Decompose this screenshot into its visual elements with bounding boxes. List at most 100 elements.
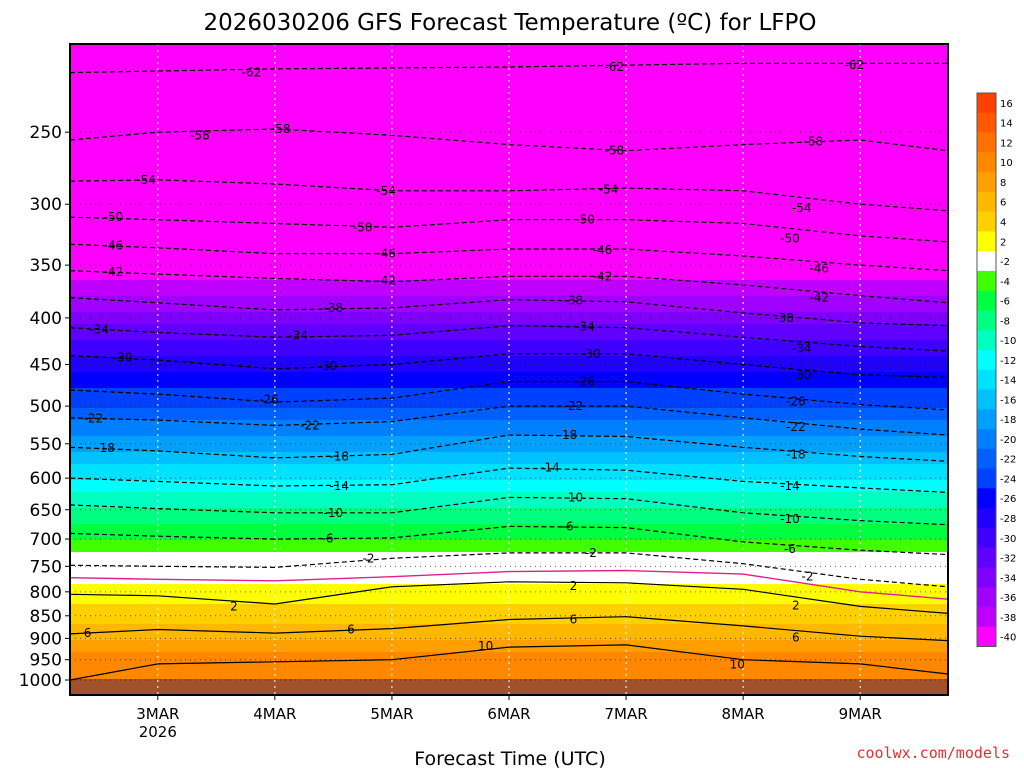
colorbar-swatch	[977, 290, 996, 311]
colorbar-swatch	[977, 152, 996, 173]
shading-band	[70, 320, 948, 325]
shading-band	[70, 632, 948, 637]
isotherm-label: 10	[478, 639, 493, 653]
shading-band	[70, 640, 948, 645]
shading-band	[70, 76, 948, 81]
colorbar-label: 10	[1000, 158, 1013, 169]
isotherm-label: -58	[804, 135, 824, 149]
isotherm-label: -18	[558, 428, 578, 442]
x-tick-label: 5MAR	[370, 705, 413, 723]
y-tick-label: 250	[30, 123, 62, 143]
isotherm-line	[70, 616, 948, 642]
shading-band	[70, 188, 948, 193]
shading-band	[70, 472, 948, 477]
colorbar-swatch	[977, 448, 996, 469]
shading-band	[70, 328, 948, 333]
isotherm-label: -46	[809, 262, 829, 276]
shading-band	[70, 512, 948, 517]
colorbar-label: -10	[1000, 336, 1016, 347]
isotherm-label: -54	[136, 173, 156, 187]
isotherm-label: -50	[353, 220, 373, 234]
isotherm-line	[70, 525, 948, 556]
shading-band	[70, 136, 948, 141]
shading-band	[70, 52, 948, 57]
isotherm-label: -30	[318, 359, 338, 373]
colorbar-label: 14	[1000, 119, 1013, 130]
colorbar-label: -38	[1000, 613, 1016, 624]
isotherm-label: -50	[575, 213, 595, 227]
shading-band	[70, 524, 948, 529]
isotherm-label: -22	[786, 420, 806, 434]
isotherm-label: 6	[570, 612, 578, 626]
shading-band	[70, 296, 948, 301]
colorbar-swatch	[977, 310, 996, 331]
isotherm-label: -38	[774, 311, 794, 325]
shading-band	[70, 100, 948, 105]
shading-band	[70, 44, 948, 49]
isotherm-label: -18	[786, 447, 806, 461]
colorbar-label: -12	[1000, 356, 1016, 367]
colorbar-swatch	[977, 349, 996, 371]
shading-band	[70, 616, 948, 621]
isotherm-label: -58	[605, 144, 625, 158]
pressure-axis: 2503003504004505005506006507007508008509…	[19, 123, 70, 691]
shading-band	[70, 608, 948, 613]
isotherm-label: -62	[242, 66, 262, 80]
isotherm-label: -34	[89, 323, 109, 337]
shading-band	[70, 628, 948, 633]
colorbar-swatch	[977, 93, 996, 114]
shading-band	[70, 112, 948, 117]
shading-band	[70, 364, 948, 369]
isotherm-label: -10	[564, 490, 584, 504]
shading-band	[70, 356, 948, 361]
isotherm-line	[70, 552, 948, 588]
shading-band	[70, 428, 948, 433]
shading-band	[70, 248, 948, 253]
shading-band	[70, 392, 948, 397]
isotherm-label: -22	[300, 418, 320, 432]
colorbar-swatch	[977, 547, 996, 568]
isotherm-line	[70, 270, 948, 304]
shading-band	[70, 256, 948, 261]
isotherm-label: 2	[230, 599, 238, 613]
shading-band	[70, 592, 948, 597]
y-tick-label: 500	[30, 397, 62, 417]
shading-band	[70, 676, 948, 681]
isotherm-label: -30	[792, 368, 812, 382]
shading-band	[70, 124, 948, 129]
isotherm-label: -30	[113, 350, 133, 364]
shading-band	[70, 460, 948, 465]
isotherm-label: -50	[104, 210, 124, 224]
shading-band	[70, 304, 948, 309]
shading-band	[70, 176, 948, 181]
shading-band	[70, 652, 948, 657]
shading-band	[70, 80, 948, 85]
colorbar-frame	[976, 92, 997, 647]
isotherm-label: -26	[575, 375, 595, 389]
shading-band	[70, 656, 948, 661]
y-tick-label: 450	[30, 355, 62, 375]
shading-band	[70, 148, 948, 153]
shading-band	[70, 280, 948, 285]
colorbar-label: 4	[1000, 217, 1006, 228]
shading-band	[70, 68, 948, 73]
isotherm-label: -14	[329, 479, 349, 493]
shading-band	[70, 668, 948, 673]
isotherm-label: -26	[259, 393, 279, 407]
colorbar-label: -20	[1000, 435, 1016, 446]
shading-band	[70, 584, 948, 589]
colorbar-label: -28	[1000, 514, 1016, 525]
shading-band	[70, 172, 948, 177]
shading-band	[70, 368, 948, 373]
x-tick-label: 8MAR	[722, 705, 765, 723]
isotherm-label: -38	[324, 301, 344, 315]
colorbar-swatch	[977, 429, 996, 450]
isotherm-line	[70, 353, 948, 378]
isotherm-label: -58	[190, 128, 210, 142]
isotherm-label: -6	[322, 531, 334, 545]
colorbar-swatch	[977, 330, 996, 351]
y-tick-label: 750	[30, 557, 62, 577]
isotherm-label: 6	[792, 630, 800, 644]
shading-band	[70, 496, 948, 501]
isotherm-line	[70, 581, 948, 614]
